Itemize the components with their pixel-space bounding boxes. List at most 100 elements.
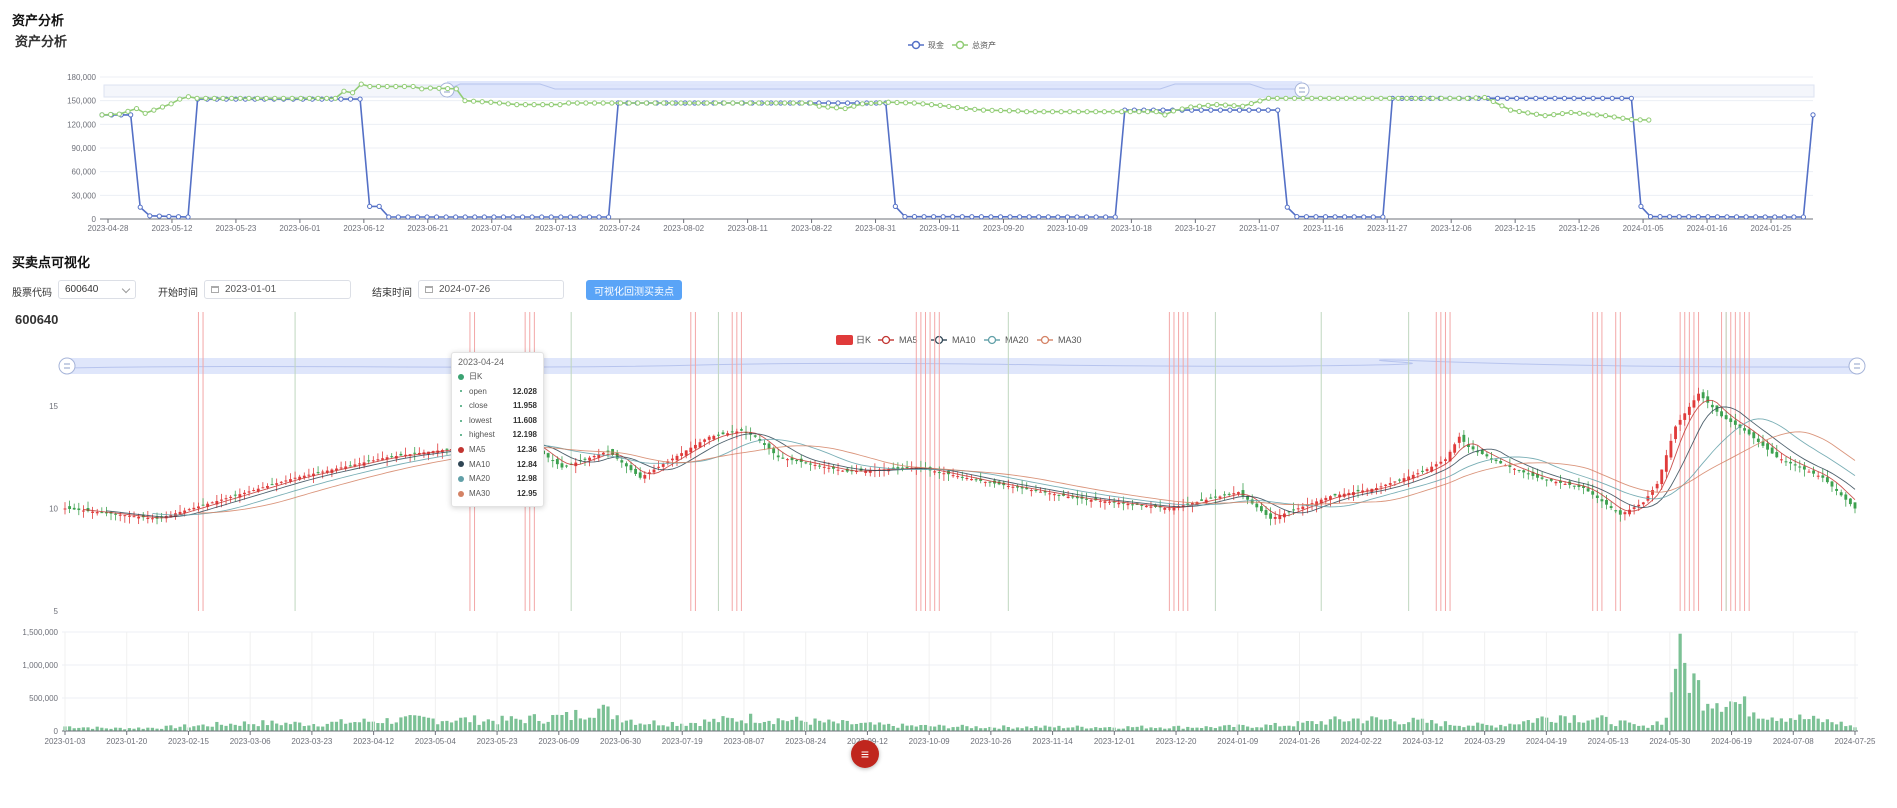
- data-point-总资产: [1499, 103, 1505, 109]
- volume-bar: [505, 720, 509, 731]
- x-tick-label: 2024-01-16: [1687, 224, 1728, 233]
- candle: [832, 466, 835, 469]
- volume-bar: [1342, 721, 1346, 731]
- volume-bar: [1080, 726, 1084, 731]
- data-point-总资产: [1637, 117, 1643, 123]
- data-point-现金: [1361, 214, 1367, 220]
- volume-bar: [758, 723, 762, 731]
- data-point-现金: [1236, 107, 1243, 113]
- data-point-总资产: [306, 95, 312, 101]
- data-point-现金: [1332, 214, 1338, 220]
- end-date-input[interactable]: 2024-07-26: [418, 280, 564, 299]
- legend-label: MA10: [952, 335, 976, 345]
- volume-bar: [325, 723, 329, 731]
- data-point-总资产: [1326, 95, 1332, 101]
- volume-bar: [873, 724, 877, 731]
- candle: [546, 453, 550, 458]
- volume-bar: [1503, 726, 1507, 731]
- data-point-总资产: [626, 100, 632, 106]
- data-point-现金: [1810, 112, 1816, 118]
- candle: [1259, 506, 1263, 512]
- data-point-总资产: [350, 90, 356, 96]
- volume-bar: [942, 725, 946, 731]
- end-date-value: 2024-07-26: [439, 284, 491, 295]
- candle: [638, 472, 642, 478]
- visualize-backtest-button[interactable]: 可视化回测买卖点: [586, 280, 682, 300]
- data-point-现金: [338, 96, 344, 102]
- volume-bar: [1692, 673, 1696, 731]
- data-point-现金: [1504, 95, 1510, 101]
- candle: [72, 507, 76, 510]
- y-tick-label: 10: [49, 505, 58, 514]
- candle: [1200, 499, 1204, 501]
- candle: [1324, 497, 1328, 501]
- volume-bar: [463, 717, 467, 731]
- x-tick-label: 2023-11-07: [1239, 224, 1280, 233]
- volume-bar: [1209, 727, 1213, 731]
- candle: [1439, 461, 1443, 464]
- ma-line-MA20: [152, 418, 1856, 516]
- candle: [951, 475, 955, 477]
- x-tick-label: 2023-12-06: [1431, 224, 1472, 233]
- asset-chart-svg[interactable]: 资产分析 现金 总资产 0 30,000 60,000 90,000 120,000 150,0…: [0, 28, 1897, 238]
- data-point-现金: [931, 214, 937, 220]
- data-point-总资产: [1525, 110, 1531, 116]
- volume-bar: [1696, 680, 1701, 731]
- data-point-现金: [548, 214, 554, 220]
- data-point-现金: [1313, 214, 1319, 220]
- volume-bar: [1273, 722, 1277, 731]
- volume-bar: [767, 720, 771, 731]
- volume-bar: [261, 720, 265, 731]
- data-point-总资产: [522, 102, 529, 108]
- candle: [1011, 486, 1015, 488]
- data-point-现金: [1103, 214, 1109, 220]
- data-point-现金: [1676, 214, 1682, 220]
- tooltip-row: lowest 11.608: [458, 414, 537, 429]
- candle: [601, 452, 605, 455]
- candle: [868, 470, 872, 473]
- volume-bar: [1259, 727, 1264, 731]
- candle: [1255, 503, 1259, 508]
- candle: [114, 513, 118, 515]
- data-point-总资产: [280, 95, 287, 101]
- volume-bar: [1135, 726, 1139, 731]
- volume-bar: [440, 721, 444, 731]
- data-point-总资产: [678, 100, 684, 106]
- data-point-总资产: [358, 81, 364, 87]
- volume-bar: [882, 724, 886, 731]
- candle: [1407, 476, 1411, 481]
- candle: [1232, 493, 1236, 495]
- volume-bar: [919, 725, 923, 731]
- data-point-总资产: [436, 85, 442, 91]
- candle: [1835, 488, 1839, 491]
- candle: [151, 518, 154, 520]
- volume-bar: [827, 719, 831, 731]
- volume-bar: [1411, 717, 1415, 731]
- volume-bar: [362, 718, 366, 731]
- volume-bar: [1678, 633, 1682, 731]
- menu-fab-button[interactable]: ≡: [851, 740, 879, 768]
- candle: [201, 504, 205, 506]
- x-tick-label: 2024-03-12: [1402, 737, 1443, 746]
- candle: [763, 443, 766, 445]
- volume-bar: [1379, 719, 1383, 731]
- candle: [1798, 466, 1802, 468]
- volume-bar: [1453, 725, 1457, 731]
- candle: [1421, 470, 1424, 472]
- volume-bar: [1025, 726, 1029, 731]
- start-date-value: 2023-01-01: [225, 284, 277, 295]
- start-date-input[interactable]: 2023-01-01: [204, 280, 351, 299]
- volume-bar: [252, 724, 256, 731]
- data-point-总资产: [1240, 103, 1246, 109]
- candle: [1333, 493, 1337, 496]
- tooltip-value: 11.958: [512, 401, 537, 411]
- data-point-总资产: [514, 102, 520, 108]
- candle: [896, 467, 900, 469]
- candle: [1618, 510, 1622, 515]
- kline-chart-svg[interactable]: 600640 日K MA5 MA10 MA20 MA30 5 10 15 0 500,000 1,00…: [0, 310, 1897, 750]
- stock-code-select[interactable]: 600640: [58, 280, 136, 299]
- candle: [302, 475, 306, 478]
- data-point-总资产: [462, 98, 468, 104]
- volume-bar: [114, 727, 118, 731]
- candle: [233, 494, 237, 496]
